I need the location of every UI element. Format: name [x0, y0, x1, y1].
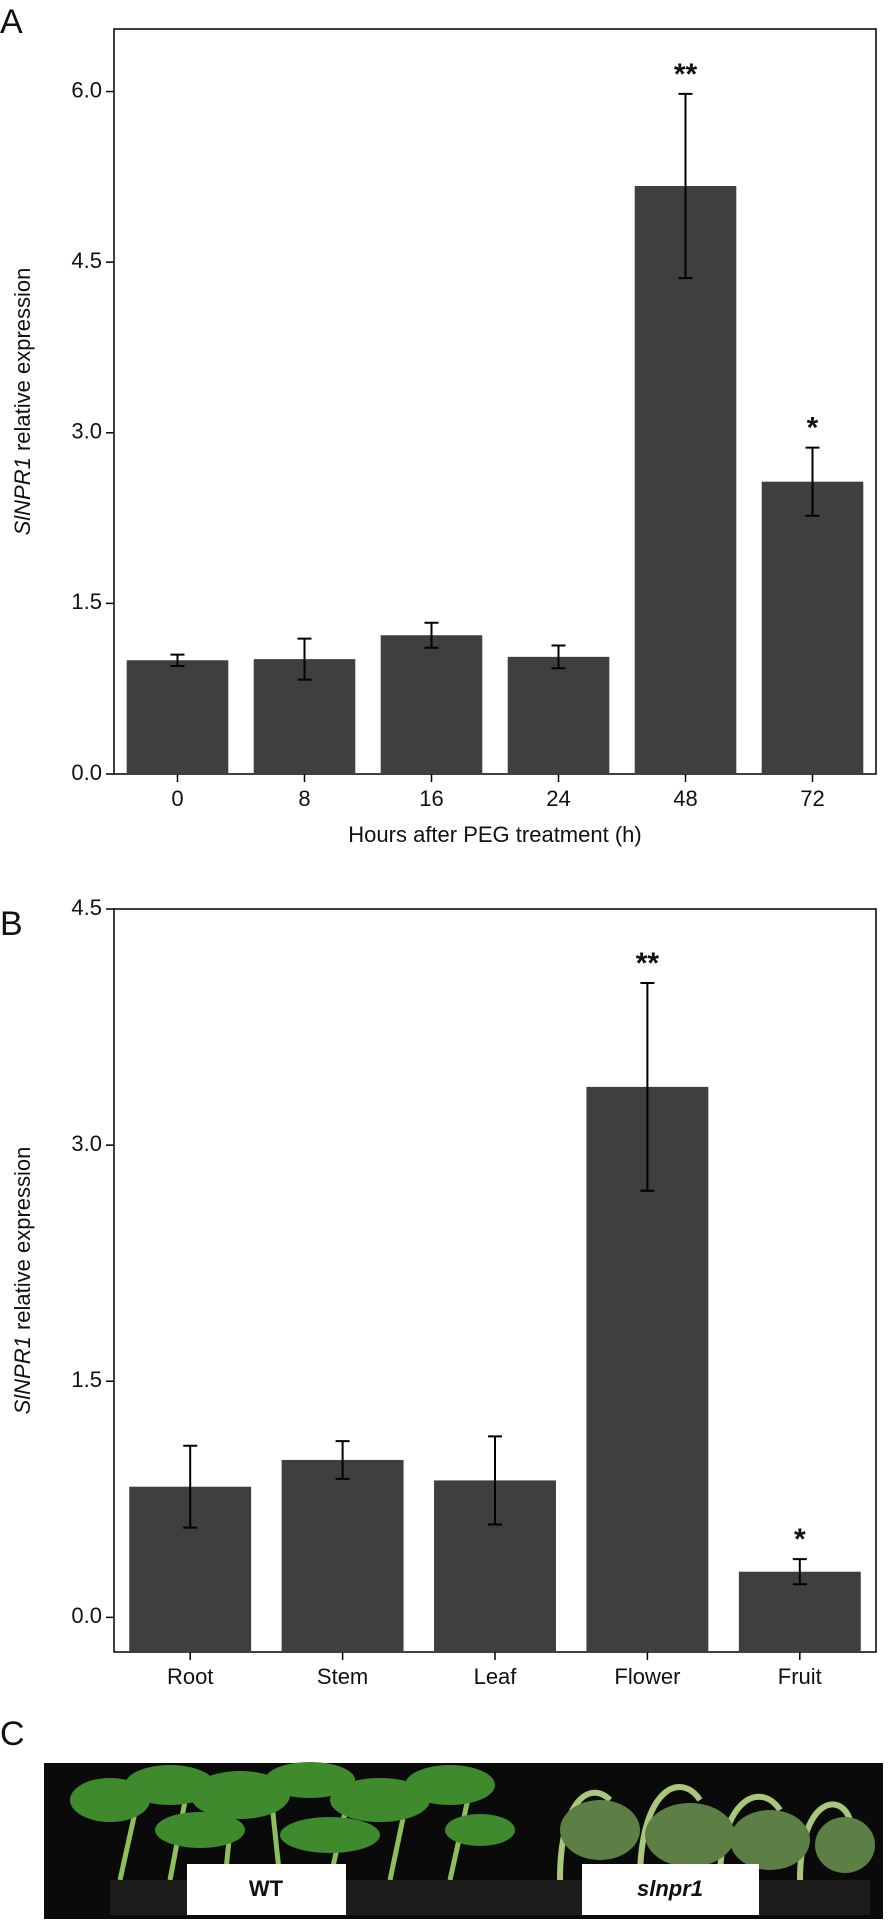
y-label: SlNPR1 relative expression	[10, 1147, 35, 1415]
y-tick-label: 4.5	[71, 248, 102, 273]
y-tick-label: 6.0	[71, 77, 102, 102]
x-tick-label: 72	[800, 786, 824, 811]
label-box	[187, 1864, 346, 1915]
bar	[281, 1459, 404, 1652]
photo: WT slnpr1	[44, 1762, 883, 1919]
x-tick-label: Root	[167, 1664, 213, 1689]
mutant-leaves	[560, 1800, 875, 1873]
y-tick-label: 0.0	[71, 1603, 102, 1628]
y-label-text: relative expression	[10, 268, 35, 451]
photo-label: WT	[249, 1876, 284, 1901]
y-label-gene: SlNPR1	[10, 457, 35, 535]
y-label-gene: SlNPR1	[10, 1336, 35, 1414]
significance-label: **	[636, 947, 660, 980]
panel-label: B	[0, 905, 23, 943]
error-bar	[805, 446, 820, 517]
error-bar	[792, 1558, 807, 1586]
bar	[634, 185, 737, 774]
bar	[507, 656, 610, 774]
y-tick-label: 0.0	[71, 760, 102, 785]
significance-label: *	[794, 1523, 806, 1556]
photo-label: slnpr1	[637, 1876, 703, 1901]
panel-label: C	[0, 1715, 25, 1753]
x-tick-label: Leaf	[474, 1664, 518, 1689]
x-tick-label: Fruit	[778, 1664, 822, 1689]
x-tick-label: Stem	[317, 1664, 368, 1689]
x-tick-label: 24	[546, 786, 570, 811]
error-bar	[183, 1444, 198, 1529]
significance-label: *	[807, 411, 819, 444]
label-box	[582, 1864, 759, 1915]
y-tick-label: 1.5	[71, 1367, 102, 1392]
x-label: Hours after PEG treatment (h)	[348, 822, 641, 847]
y-label: SlNPR1 relative expression	[10, 268, 35, 536]
wt-leaves	[70, 1762, 515, 1853]
bar	[761, 481, 864, 774]
y-tick-label: 3.0	[71, 1131, 102, 1156]
error-bar	[640, 981, 655, 1192]
x-tick-label: 48	[673, 786, 697, 811]
bar	[380, 635, 483, 774]
plot-frame	[113, 28, 877, 775]
x-tick-label: 16	[419, 786, 443, 811]
significance-label: **	[674, 58, 698, 91]
error-bar	[170, 653, 185, 667]
y-tick-label: 4.5	[71, 895, 102, 920]
y-tick-label: 1.5	[71, 589, 102, 614]
x-tick-label: Flower	[614, 1664, 680, 1689]
panel-label: A	[0, 3, 23, 41]
error-bar	[551, 644, 566, 670]
y-tick-label: 3.0	[71, 419, 102, 444]
x-tick-label: 8	[298, 786, 310, 811]
error-bar	[335, 1440, 350, 1480]
error-bar	[678, 92, 693, 280]
error-bar	[297, 637, 312, 681]
x-tick-label: 0	[171, 786, 183, 811]
y-label-text: relative expression	[10, 1147, 35, 1330]
bar	[126, 660, 229, 774]
error-bar	[488, 1435, 502, 1526]
error-bar	[424, 621, 439, 649]
